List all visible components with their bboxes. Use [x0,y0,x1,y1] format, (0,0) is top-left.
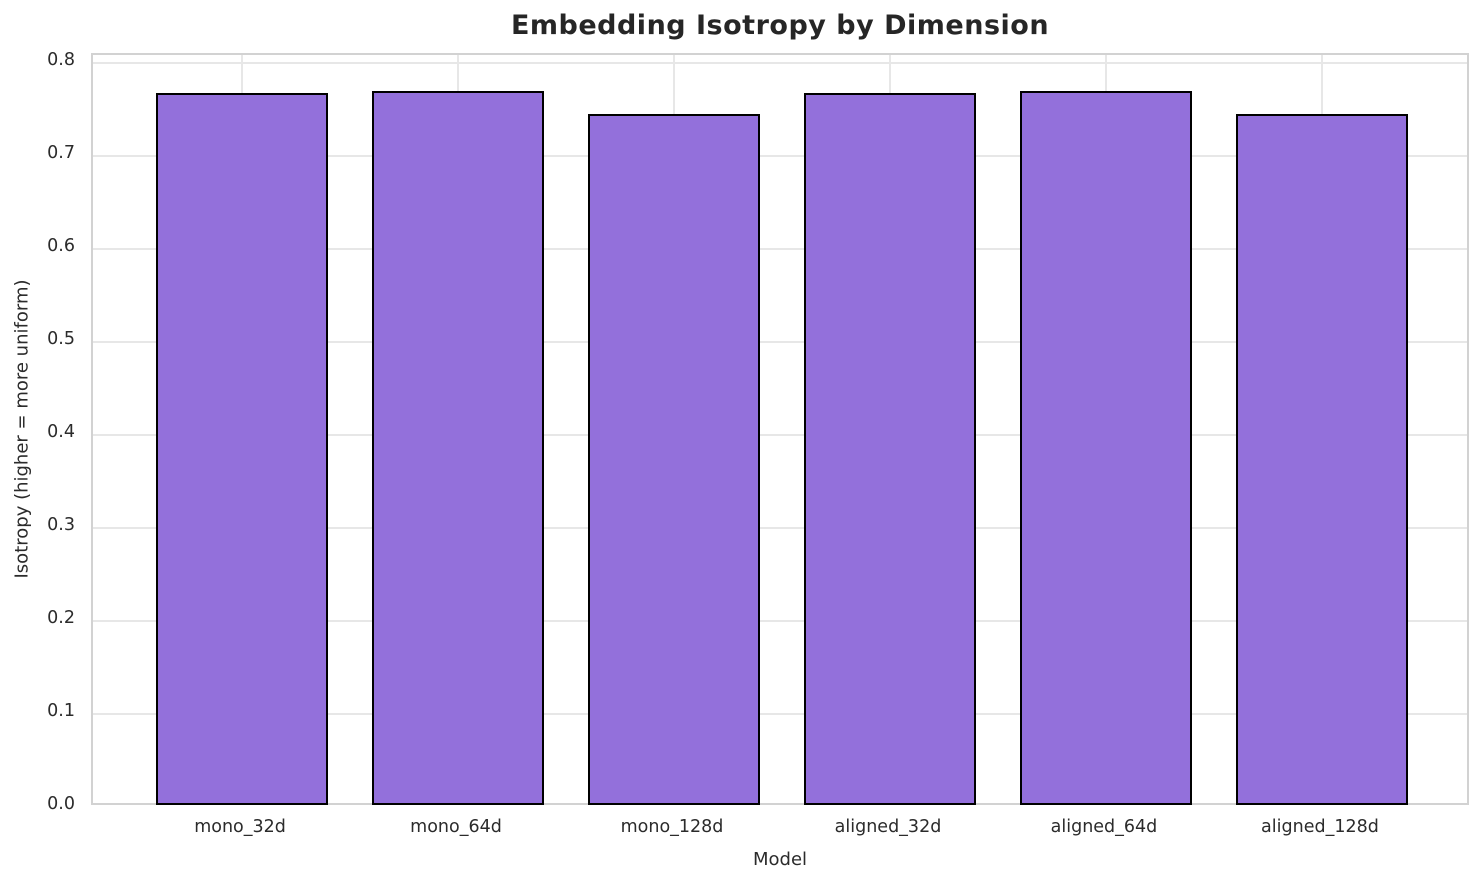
h-gridline-0.2 [93,620,1467,623]
y-tick-label-0.4: 0.4 [47,422,75,443]
bar-mono_128d [587,114,761,805]
h-gridline-0.1 [93,713,1467,716]
bar-aligned_32d [803,93,977,805]
bar-aligned_128d [1235,114,1409,805]
y-tick-label-0.5: 0.5 [47,329,75,350]
x-tick-label-aligned_64d: aligned_64d [1050,817,1158,837]
x-tick-label-aligned_32d: aligned_32d [834,817,942,837]
x-tick-label-mono_64d: mono_64d [410,817,502,837]
x-tick-label-mono_32d: mono_32d [194,817,286,837]
y-tick-label-0.6: 0.6 [47,236,75,257]
chart-title: Embedding Isotropy by Dimension [510,10,1050,41]
bar-mono_64d [371,91,545,805]
y-tick-label-0.7: 0.7 [47,143,75,164]
y-tick-label-0.8: 0.8 [47,50,75,71]
h-gridline-0.8 [93,62,1467,65]
y-tick-label-0.1: 0.1 [47,701,75,722]
h-gridline-0.7 [93,155,1467,158]
x-tick-label-aligned_128d: aligned_128d [1261,817,1379,837]
y-tick-label-0.0: 0.0 [47,794,75,814]
bar-mono_32d [155,93,329,805]
y-tick-label-0.3: 0.3 [47,515,75,536]
h-gridline-0.4 [93,434,1467,437]
x-axis-label: Model [752,849,808,870]
h-gridline-0.3 [93,527,1467,530]
h-gridline-0.6 [93,248,1467,251]
h-gridline-0.5 [93,341,1467,344]
y-tick-label-0.2: 0.2 [47,608,75,629]
plot-area [91,53,1469,805]
x-tick-label-mono_128d: mono_128d [620,817,724,837]
bar-aligned_64d [1019,91,1193,805]
